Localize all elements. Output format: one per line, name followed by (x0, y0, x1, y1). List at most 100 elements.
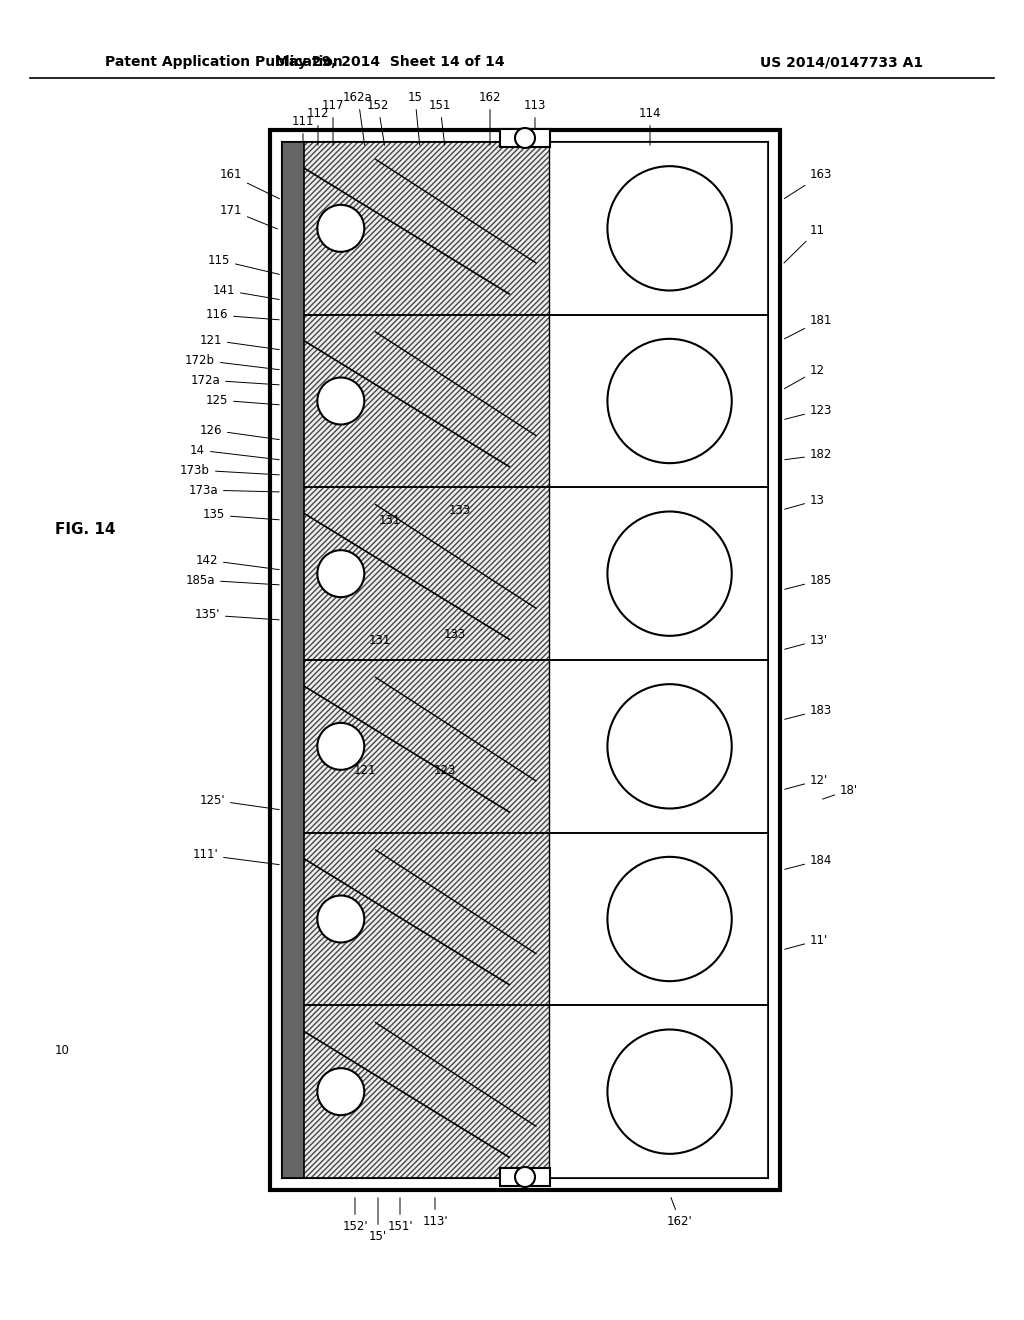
Circle shape (317, 723, 365, 770)
Text: 116: 116 (206, 309, 280, 322)
Bar (282, 487, 301, 660)
Text: 114: 114 (639, 107, 662, 145)
Bar (549, 314, 768, 487)
Text: 15: 15 (408, 91, 423, 145)
Text: 15': 15' (369, 1197, 387, 1243)
Circle shape (317, 895, 365, 942)
Text: 14: 14 (190, 444, 280, 459)
Circle shape (515, 1167, 535, 1187)
Text: 184: 184 (784, 854, 833, 870)
Bar (282, 487, 768, 660)
Text: 173a: 173a (188, 483, 280, 496)
Bar (282, 314, 549, 487)
Bar (282, 487, 549, 660)
Text: 115: 115 (208, 253, 280, 275)
Circle shape (515, 128, 535, 148)
Bar (282, 143, 549, 314)
Bar (270, 129, 780, 1191)
Text: Patent Application Publication: Patent Application Publication (105, 55, 343, 69)
Text: 10: 10 (54, 1044, 70, 1056)
Bar (282, 833, 301, 1006)
Circle shape (607, 1030, 732, 1154)
Text: 161: 161 (219, 169, 280, 199)
Text: 162': 162' (667, 1197, 693, 1228)
Bar (282, 314, 301, 487)
Text: 151: 151 (429, 99, 452, 145)
Text: 173b: 173b (180, 463, 280, 477)
Text: 13': 13' (784, 634, 828, 649)
Text: 152': 152' (342, 1197, 368, 1233)
Text: 152: 152 (367, 99, 389, 145)
Text: 135': 135' (195, 609, 280, 622)
Text: 151': 151' (387, 1197, 413, 1233)
Text: 113: 113 (524, 99, 546, 145)
Text: 12': 12' (784, 774, 828, 789)
Bar (500, 1168, 550, 1185)
Bar (282, 143, 768, 314)
Text: 126: 126 (200, 424, 280, 440)
Text: 172b: 172b (185, 354, 280, 370)
Circle shape (607, 339, 732, 463)
Circle shape (317, 378, 365, 425)
Text: 182: 182 (784, 449, 833, 462)
Bar (282, 833, 549, 1006)
Bar (282, 143, 304, 1177)
Text: 131: 131 (369, 634, 391, 647)
Text: 125: 125 (206, 393, 280, 407)
Text: 112: 112 (307, 107, 330, 145)
Text: 162: 162 (479, 91, 502, 145)
Text: 12: 12 (784, 363, 825, 388)
Text: 11: 11 (784, 223, 825, 263)
Text: 111: 111 (292, 115, 314, 145)
Bar (549, 833, 768, 1006)
Text: 183: 183 (784, 704, 833, 719)
Circle shape (317, 550, 365, 597)
Text: 185: 185 (784, 573, 833, 589)
Bar (282, 660, 768, 833)
Text: 163: 163 (784, 169, 833, 198)
Text: 117: 117 (322, 99, 344, 145)
Bar (282, 1006, 301, 1177)
Circle shape (607, 166, 732, 290)
Text: 131: 131 (379, 513, 401, 527)
Text: 185a: 185a (185, 573, 280, 586)
Text: 111': 111' (193, 849, 280, 865)
Text: 172a: 172a (190, 374, 280, 387)
Text: 123: 123 (434, 763, 456, 776)
Bar (549, 487, 768, 660)
Text: 121: 121 (353, 763, 376, 776)
Circle shape (607, 512, 732, 636)
Bar (282, 660, 549, 833)
Bar (549, 1006, 768, 1177)
Text: May 29, 2014  Sheet 14 of 14: May 29, 2014 Sheet 14 of 14 (275, 55, 505, 69)
Text: 135: 135 (203, 508, 280, 521)
Bar (282, 143, 301, 314)
Text: 141: 141 (213, 284, 280, 300)
Text: 113': 113' (422, 1197, 447, 1228)
Circle shape (607, 857, 732, 981)
Text: 121: 121 (200, 334, 280, 350)
Text: 181: 181 (784, 314, 833, 339)
Text: 142: 142 (196, 553, 280, 570)
Bar (549, 143, 768, 314)
Text: FIG. 14: FIG. 14 (54, 523, 116, 537)
Bar (549, 660, 768, 833)
Circle shape (607, 684, 732, 808)
Bar (282, 143, 768, 1177)
Bar (282, 1006, 549, 1177)
Bar (500, 129, 550, 147)
Text: 18': 18' (822, 784, 858, 799)
Bar (282, 1006, 768, 1177)
Text: 162a: 162a (343, 91, 373, 145)
Text: 133: 133 (443, 628, 466, 642)
Bar (282, 314, 768, 487)
Bar (282, 660, 301, 833)
Circle shape (317, 1068, 365, 1115)
Bar (282, 833, 768, 1006)
Text: 13: 13 (784, 494, 825, 510)
Text: 171: 171 (219, 203, 278, 228)
Text: 11': 11' (784, 933, 828, 949)
Text: 133: 133 (449, 503, 471, 516)
Circle shape (317, 205, 365, 252)
Text: 125': 125' (200, 793, 280, 809)
